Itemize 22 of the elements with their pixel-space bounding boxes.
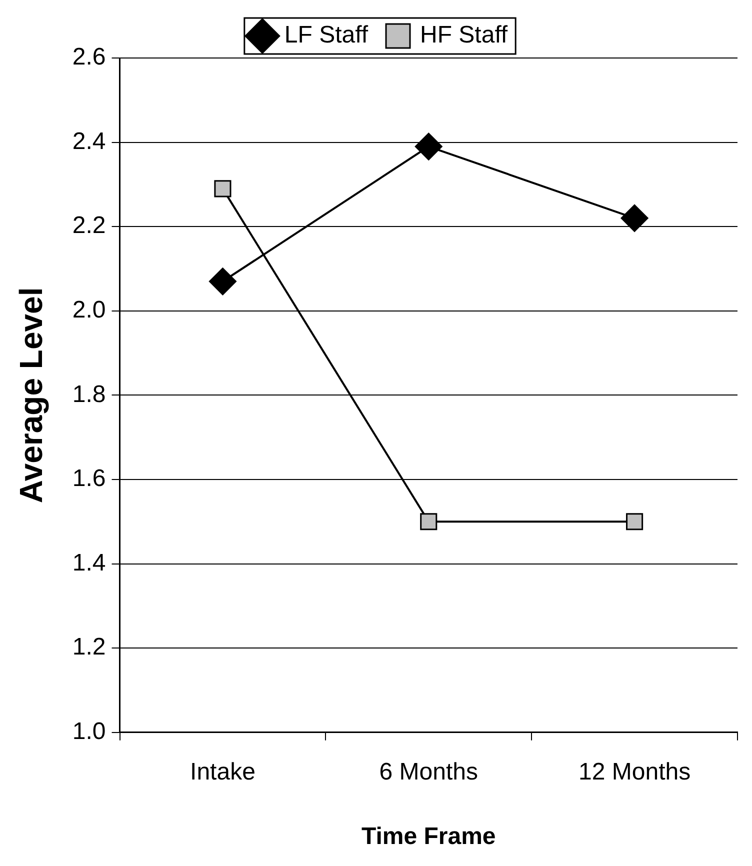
y-tick-label: 1.8 bbox=[72, 380, 106, 408]
point bbox=[420, 513, 438, 530]
point bbox=[620, 204, 648, 232]
y-tick-label: 1.6 bbox=[72, 465, 106, 492]
legend-label: HF Staff bbox=[420, 22, 508, 49]
legend-label: LF Staff bbox=[284, 22, 368, 49]
x-tick-label: 12 Months bbox=[578, 758, 691, 786]
y-tick-label: 2.2 bbox=[72, 212, 106, 240]
y-tick-label: 2.6 bbox=[72, 44, 106, 71]
y-axis-title: Average Level bbox=[13, 287, 50, 504]
y-tick-label: 2.0 bbox=[72, 296, 106, 324]
x-tick-label: 6 Months bbox=[379, 758, 478, 786]
y-tick-label: 1.0 bbox=[72, 718, 106, 746]
y-tick-label: 1.2 bbox=[72, 634, 106, 661]
point bbox=[626, 513, 644, 530]
x-axis-title: Time Frame bbox=[361, 823, 496, 850]
point bbox=[214, 180, 232, 198]
point bbox=[414, 132, 442, 160]
point bbox=[208, 268, 236, 296]
y-tick-label: 1.4 bbox=[72, 549, 106, 576]
y-tick-label: 2.4 bbox=[72, 128, 106, 155]
x-tick-label: Intake bbox=[190, 758, 256, 786]
